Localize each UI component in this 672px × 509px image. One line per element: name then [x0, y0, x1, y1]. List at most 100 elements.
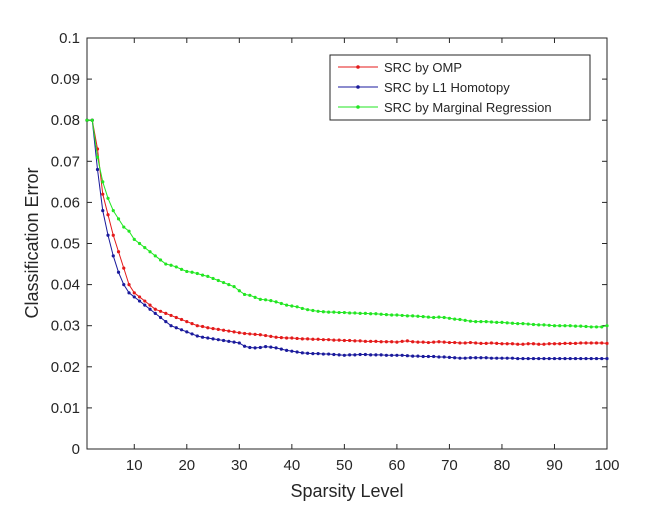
- data-point: [132, 295, 136, 299]
- data-point: [95, 167, 100, 172]
- data-point: [327, 352, 331, 356]
- data-point: [90, 118, 94, 122]
- data-point: [311, 352, 315, 356]
- data-point: [164, 311, 168, 315]
- data-point: [342, 338, 346, 343]
- data-point: [216, 278, 220, 283]
- data-point: [311, 337, 315, 341]
- data-point: [122, 266, 126, 270]
- x-tick-label: 90: [546, 457, 563, 474]
- data-point: [116, 250, 121, 254]
- data-point: [432, 315, 436, 320]
- data-point: [342, 353, 346, 357]
- data-point: [111, 254, 115, 258]
- data-point: [589, 356, 593, 361]
- data-point: [332, 310, 336, 314]
- data-point: [195, 271, 199, 276]
- data-point: [337, 338, 341, 342]
- data-point: [306, 337, 310, 341]
- data-point: [594, 325, 599, 329]
- data-point: [306, 308, 310, 312]
- data-point: [505, 342, 509, 346]
- data-point: [274, 346, 278, 350]
- data-point: [285, 348, 289, 352]
- data-point: [374, 339, 378, 343]
- legend-entry-label: SRC by L1 Homotopy: [384, 80, 510, 95]
- data-point: [363, 339, 367, 343]
- data-point: [416, 340, 420, 344]
- data-point: [405, 354, 409, 358]
- data-point: [537, 356, 541, 361]
- legend-swatch-marker: [356, 85, 360, 89]
- y-tick-label: 0.03: [51, 318, 80, 335]
- y-axis-label: Classification Error: [22, 167, 42, 318]
- data-point: [531, 322, 536, 327]
- data-point: [158, 309, 163, 313]
- data-point: [348, 338, 352, 343]
- data-point: [137, 241, 142, 246]
- data-point: [484, 356, 488, 360]
- data-point: [400, 313, 404, 318]
- data-point: [242, 344, 247, 348]
- data-point: [143, 246, 147, 250]
- data-point: [547, 342, 551, 346]
- data-point: [463, 341, 467, 345]
- data-point: [474, 319, 478, 324]
- data-point: [495, 356, 499, 360]
- data-point: [516, 356, 520, 361]
- data-point: [510, 321, 515, 325]
- data-point: [169, 263, 173, 267]
- data-point: [122, 225, 126, 229]
- data-point: [295, 305, 299, 309]
- data-point: [337, 310, 341, 315]
- data-point: [153, 307, 157, 311]
- x-tick-label: 70: [441, 457, 458, 474]
- data-point: [453, 356, 457, 360]
- data-point: [200, 335, 205, 339]
- data-point: [206, 274, 210, 278]
- data-point: [353, 353, 357, 357]
- legend-swatch-marker: [356, 65, 360, 69]
- data-point: [321, 310, 325, 314]
- data-point: [348, 311, 352, 315]
- data-point: [285, 303, 289, 307]
- data-point: [568, 341, 572, 345]
- x-tick-label: 20: [178, 457, 195, 474]
- data-point: [111, 209, 115, 213]
- data-point: [101, 180, 105, 184]
- data-point: [127, 291, 131, 295]
- data-point: [253, 295, 257, 299]
- data-point: [547, 323, 551, 327]
- data-point: [116, 270, 121, 274]
- data-point: [568, 356, 572, 361]
- data-point: [153, 254, 157, 258]
- data-point: [269, 299, 273, 303]
- data-point: [584, 324, 588, 329]
- data-point: [300, 351, 304, 355]
- data-point: [148, 303, 152, 307]
- data-point: [337, 353, 341, 357]
- data-point: [316, 352, 320, 356]
- y-tick-label: 0.04: [51, 277, 80, 294]
- data-point: [379, 353, 383, 357]
- series-line: [87, 119, 608, 345]
- data-point: [411, 340, 415, 344]
- data-point: [426, 315, 431, 319]
- data-point: [390, 353, 394, 357]
- data-point: [122, 283, 126, 287]
- data-point: [500, 342, 504, 346]
- data-point: [516, 322, 520, 326]
- data-point: [390, 340, 394, 344]
- data-point: [253, 332, 257, 336]
- data-point: [185, 330, 189, 334]
- data-point: [395, 353, 399, 357]
- data-point: [363, 352, 367, 357]
- data-point: [563, 356, 567, 361]
- data-point: [237, 331, 241, 335]
- data-point: [526, 322, 530, 326]
- data-point: [285, 336, 289, 340]
- data-point: [421, 354, 425, 359]
- data-point: [468, 319, 473, 323]
- data-point: [148, 250, 152, 254]
- data-point: [258, 297, 262, 301]
